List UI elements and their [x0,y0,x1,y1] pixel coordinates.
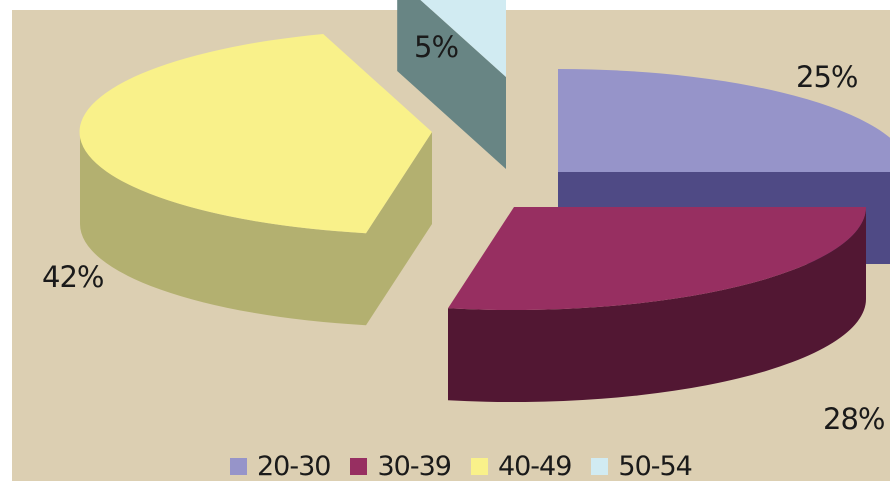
pie-slice-top-30-39 [448,207,866,311]
pie-slice-side-40-49 [79,132,366,326]
legend-label-40-49: 40-49 [497,451,572,481]
data-label-30-39: 28% [823,402,885,436]
data-label-20-30: 25% [796,60,858,94]
pie-slice-wall-50-54 [397,0,506,169]
legend-label-50-54: 50-54 [618,451,692,481]
legend-item-50-54: 50-54 [591,451,693,481]
legend-label-20-30: 20-30 [257,451,331,481]
legend-item-40-49: 40-49 [470,451,572,481]
data-label-50-54: 5% [414,30,459,64]
legend-swatch-40-49 [470,458,488,475]
legend-item-30-39: 30-39 [350,451,452,481]
pie-top-faces [79,0,890,311]
pie-slice-top-50-54 [420,0,506,77]
data-label-40-49: 42% [42,260,104,294]
legend-swatch-20-30 [230,458,247,475]
pie-slice-side-30-39 [448,207,867,403]
pie-slice-wall-40-49 [366,132,432,326]
legend-swatch-30-39 [350,458,368,475]
legend-label-30-39: 30-39 [377,451,451,481]
legend-swatch-50-54 [591,458,609,475]
pie-slice-top-20-30 [558,69,890,172]
chart-legend: 20-30 30-39 40-49 50-54 [230,451,712,481]
pie-slice-top-40-49 [79,34,432,234]
legend-item-20-30: 20-30 [230,451,331,481]
